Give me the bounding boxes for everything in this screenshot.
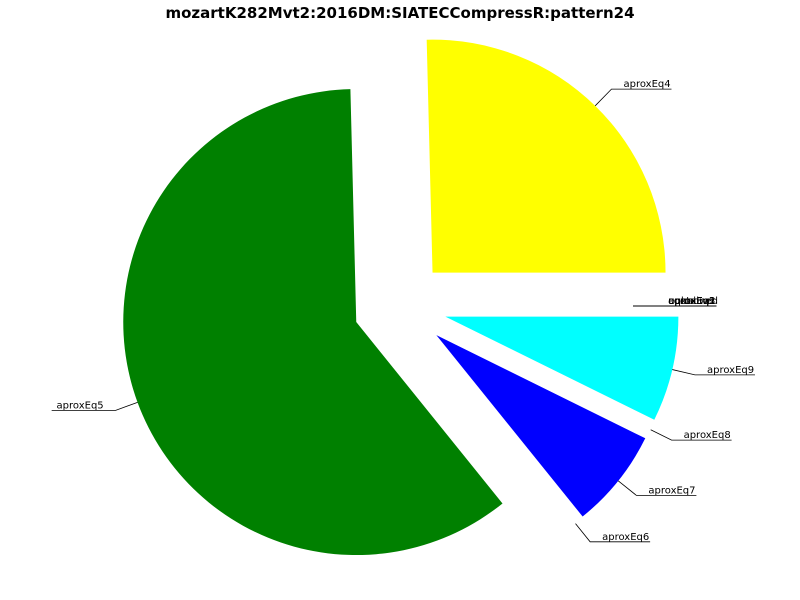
pie-slice-aproxeq4: [426, 39, 666, 273]
chart-title: mozartK282Mvt2:2016DM:SIATECCompressR:pa…: [165, 4, 634, 22]
leader-line-aproxeq8: [650, 429, 732, 441]
leader-line-aproxeq4: [594, 88, 672, 107]
slice-label-aproxeq1: aproxEq1: [668, 296, 715, 307]
leader-line-aproxeq5: [51, 401, 138, 411]
slice-label-aproxeq7: aproxEq7: [648, 485, 695, 496]
slice-label-aproxeq5: aproxEq5: [57, 400, 104, 411]
slice-label-aproxeq4: aproxEq4: [623, 79, 670, 90]
pie-slice-aproxeq5: [123, 89, 503, 556]
pie-slice-aproxeq7: [436, 335, 646, 517]
slice-label-aproxeq6: aproxEq6: [602, 532, 649, 543]
leader-line-aproxeq7: [617, 480, 697, 496]
slice-label-aproxeq8: aproxEq8: [684, 430, 731, 441]
slice-label-equal: equal: [668, 296, 696, 307]
slice-label-unknown: unknown: [668, 296, 713, 307]
pie-slice-aproxeq9: [445, 316, 679, 420]
slice-label-aproxeq9: aproxEq9: [707, 365, 754, 376]
leader-line-aproxeq6: [575, 523, 651, 543]
slice-label-aproxeq3: aproxEq3: [668, 296, 715, 307]
slice-label-aproxeq2: aproxEq2: [668, 296, 715, 307]
slice-label-contained: contained: [668, 296, 718, 307]
leader-line-aproxeq9: [672, 369, 755, 376]
